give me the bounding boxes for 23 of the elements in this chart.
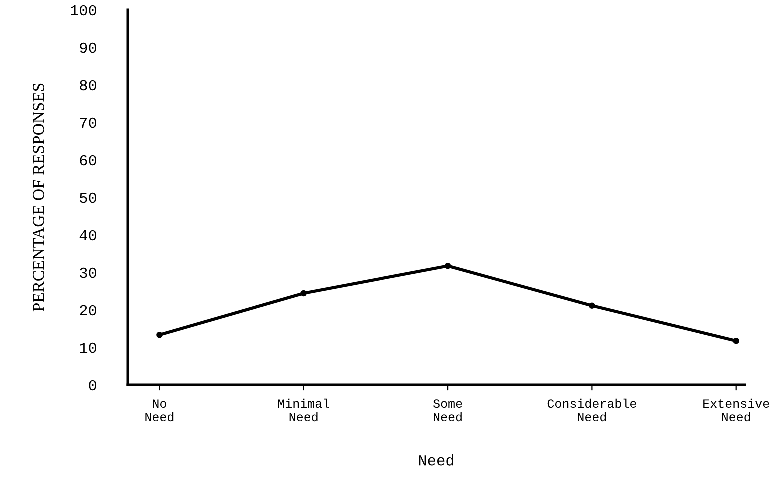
x-tick-label: Considerable Need <box>548 398 636 422</box>
point <box>300 290 307 297</box>
y-tick-label: 90 <box>80 42 97 54</box>
y-tick-label: 60 <box>80 155 97 166</box>
point <box>156 332 163 338</box>
y-tick-label: 30 <box>80 268 97 278</box>
y-tick-label: 70 <box>80 118 97 128</box>
x-tick-label: Some Need <box>434 400 462 422</box>
point <box>733 338 740 344</box>
x-tick-label: No Need <box>146 400 174 422</box>
point <box>444 263 452 270</box>
point <box>589 302 596 309</box>
y-tick-label: 10 <box>80 342 97 354</box>
y-axis-title: PERCENTAGE OF RESPONSES <box>33 84 44 312</box>
y-tick-label: 0 <box>89 380 97 391</box>
x-tick-label: Extensive Need <box>704 398 770 422</box>
y-tick-label: 80 <box>80 80 97 91</box>
y-tick-label: 20 <box>80 305 97 316</box>
y-tick-label: 40 <box>80 230 97 241</box>
y-tick-label: 100 <box>71 5 96 16</box>
x-tick-label: Minimal Need <box>278 398 330 422</box>
y-tick-label: 50 <box>80 192 97 204</box>
x-axis-title: Need <box>419 454 454 466</box>
